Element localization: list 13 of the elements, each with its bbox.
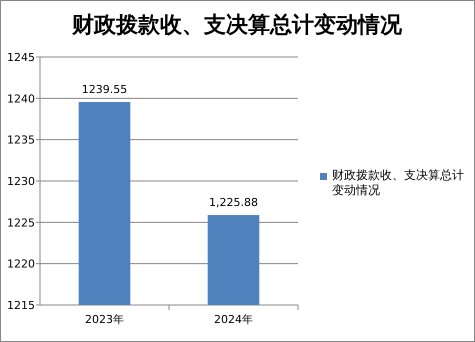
y-tick-label: 1240 [7,92,35,106]
y-tick-label: 1215 [7,299,35,312]
y-tick-label: 1220 [7,258,35,271]
y-tick-label: 1230 [7,175,35,188]
y-tick-label: 1245 [7,51,35,64]
y-tick-label: 1235 [7,134,35,147]
y-tick-label: 1225 [7,216,35,230]
legend-label: 财政拨款收、支决算总计变动情况 [332,168,465,198]
data-label: 1239.55 [82,83,128,96]
x-tick-label: 2024年 [214,313,253,326]
data-label: 1,225.88 [209,196,258,210]
x-tick-label: 2023年 [85,313,124,326]
chart-title: 财政拨款收、支决算总计变动情况 [71,12,403,38]
